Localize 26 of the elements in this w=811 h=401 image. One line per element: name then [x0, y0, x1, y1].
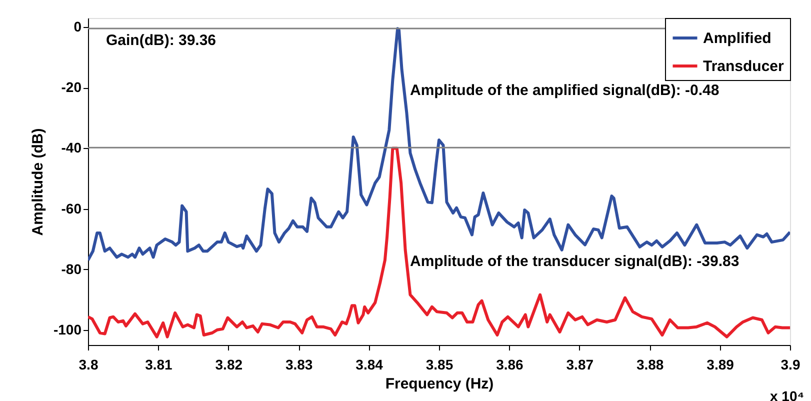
x-tick-label: 3.87 — [566, 356, 594, 372]
x-tick-label: 3.86 — [496, 356, 524, 372]
x-axis-title: Frequency (Hz) — [385, 376, 494, 392]
x-tick-label: 3.88 — [636, 356, 664, 372]
y-tick-label: -100 — [53, 321, 82, 338]
legend-label: Transducer — [703, 58, 784, 75]
annotation: Gain(dB): 39.36 — [106, 32, 216, 49]
x-tick-label: 3.85 — [426, 356, 454, 372]
y-tick-label: -20 — [61, 79, 82, 96]
x-tick-label: 3.81 — [145, 356, 173, 372]
y-tick-label: -80 — [61, 260, 82, 277]
x-tick-label: 3.89 — [706, 356, 734, 372]
x-tick-label: 3.82 — [215, 356, 243, 372]
annotation: Amplitude of the transducer signal(dB): -39.83 — [410, 253, 740, 270]
y-axis-title: Amplitude (dB) — [29, 128, 46, 236]
y-tick-label: 0 — [74, 18, 82, 35]
line-series — [88, 146, 790, 338]
annotation: Amplitude of the amplified signal(dB): -0.48 — [410, 82, 720, 99]
y-tick-label: -40 — [61, 140, 82, 156]
legend-label: Amplified — [703, 30, 772, 47]
y-tick-label: -60 — [61, 200, 82, 216]
x-tick-label: 3.8 — [78, 356, 98, 372]
x-tick-label: 3.9 — [780, 356, 800, 372]
x-tick-label: 3.83 — [285, 356, 313, 372]
x-tick-label: 3.84 — [356, 356, 384, 372]
text: x 10⁴ — [770, 388, 804, 401]
